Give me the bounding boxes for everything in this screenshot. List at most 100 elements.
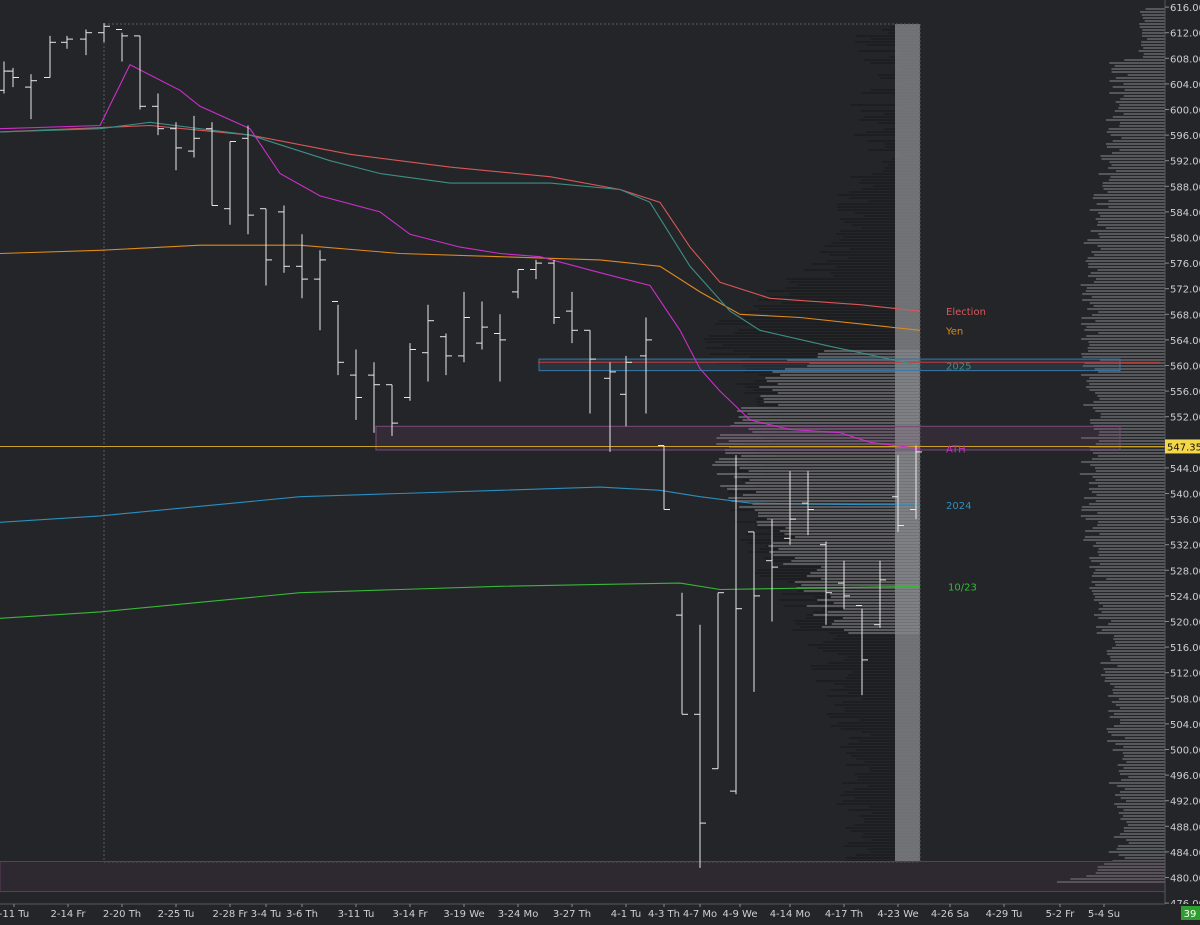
volume-profile-row: [1123, 755, 1165, 757]
volume-profile-row: [1091, 575, 1165, 577]
volume-profile-mid-row: [789, 281, 920, 283]
volume-profile-mid-row: [857, 779, 920, 781]
profile-value-row: [757, 512, 920, 514]
corner-badge[interactable]: [1181, 906, 1200, 920]
price-axis[interactable]: 616.00 612.00 608.00 604.00 600.00 596.00 592.…: [1164, 0, 1200, 920]
volume-profile-mid-row: [817, 647, 920, 649]
volume-profile-row: [1097, 551, 1165, 553]
volume-profile-mid-row: [840, 794, 920, 796]
volume-profile-row: [1083, 242, 1165, 244]
volume-profile-row: [1093, 599, 1165, 601]
ohlc-bar: [748, 531, 760, 692]
volume-profile-row: [1117, 665, 1165, 667]
volume-profile-row: [1101, 629, 1165, 631]
volume-profile-mid-row: [842, 800, 920, 802]
volume-profile-row: [1100, 413, 1165, 415]
volume-profile-mid-row: [753, 305, 920, 307]
profile-value-row: [817, 599, 920, 601]
volume-profile-mid-row: [850, 104, 920, 106]
ohlc-bar: [658, 445, 670, 510]
volume-profile-mid-row: [867, 848, 920, 850]
volume-profile-row: [1109, 62, 1165, 64]
volume-profile-row: [1095, 320, 1165, 322]
volume-profile-row: [1085, 260, 1165, 262]
volume-profile-mid-row: [868, 140, 920, 142]
ohlc-bar: [296, 234, 308, 299]
volume-profile-row: [1119, 104, 1165, 106]
profile-value-row: [734, 422, 920, 424]
profile-value-row: [756, 521, 920, 523]
volume-profile-mid-row: [823, 650, 920, 652]
profile-value-row: [745, 482, 920, 484]
profile-value-row: [796, 587, 920, 589]
volume-profile-mid-row: [847, 656, 920, 658]
price-tick-label: 544.00: [1170, 464, 1200, 475]
volume-profile-mid-row: [797, 284, 920, 286]
volume-profile-row: [1096, 278, 1165, 280]
volume-profile-mid-row: [848, 674, 920, 676]
profile-value-row: [829, 593, 920, 595]
volume-profile-row: [1121, 779, 1165, 781]
time-tick-label: 3-11 Tu: [338, 909, 375, 920]
volume-profile-row: [1101, 674, 1165, 676]
profile-value-row: [748, 428, 920, 430]
volume-profile-row: [1088, 266, 1165, 268]
profile-value-row: [784, 533, 920, 535]
volume-profile-mid-row: [782, 302, 920, 304]
volume-profile-mid-row: [833, 638, 920, 640]
volume-profile-mid-row: [705, 347, 920, 349]
time-axis[interactable]: -11 Tu 2-14 Fr 2-20 Th 2-25 Tu 2-28 Fr 3-4 Tu…: [0, 903, 1200, 920]
volume-profile-row: [1090, 422, 1165, 424]
profile-value-row: [830, 596, 920, 598]
volume-profile-row: [1093, 425, 1165, 427]
volume-profile-row: [1089, 302, 1165, 304]
volume-profile-mid-row: [862, 698, 920, 700]
time-tick-label: 2-14 Fr: [50, 909, 86, 920]
profile-value-row: [833, 620, 920, 622]
ohlc-bar: [260, 208, 272, 286]
volume-profile-row: [1081, 317, 1165, 319]
volume-profile-row: [1139, 23, 1165, 25]
ohlc-bar: [766, 519, 778, 622]
volume-profile-row: [1093, 593, 1165, 595]
volume-profile-row: [1096, 203, 1165, 205]
price-tick-label: 516.00: [1170, 643, 1200, 654]
profile-value-row: [741, 407, 920, 409]
volume-profile-mid-row: [861, 179, 920, 181]
label-yen: Yen: [945, 326, 963, 337]
volume-profile-row: [1097, 869, 1165, 871]
volume-profile-row: [1100, 359, 1165, 361]
ohlc-bar: [820, 541, 832, 625]
volume-profile-mid-row: [734, 332, 920, 334]
volume-profile-mid-row: [847, 809, 920, 811]
profile-value-row: [842, 617, 920, 619]
profile-value-row: [728, 497, 920, 499]
price-zones: [0, 358, 1166, 893]
volume-profile-row: [1085, 290, 1165, 292]
volume-profile-row: [1101, 611, 1165, 613]
ohlc-bar: [116, 29, 128, 62]
volume-profile-row: [1123, 113, 1165, 115]
profile-value-row: [716, 473, 920, 475]
volume-profile-row: [1089, 383, 1165, 385]
volume-profile-row: [1105, 671, 1165, 673]
profile-value-row: [755, 491, 920, 493]
volume-profile-row: [1122, 815, 1165, 817]
volume-profile-row: [1088, 263, 1165, 265]
volume-profile-row: [1123, 83, 1165, 85]
volume-profile-row: [1092, 476, 1165, 478]
volume-profile-row: [1141, 14, 1165, 16]
profile-value-row: [748, 470, 920, 472]
profile-value-row: [809, 362, 920, 364]
volume-profile-row: [1097, 524, 1165, 526]
ohlc-bar: [422, 304, 434, 382]
line-labels: Election Yen 2025 ATH 2024 10/23: [945, 307, 986, 593]
volume-profile-mid-row: [844, 221, 920, 223]
volume-profile-mid-row: [722, 344, 920, 346]
ohlc-bar: [874, 560, 886, 628]
volume-profile-row: [1124, 737, 1165, 739]
volume-profile-row: [1086, 380, 1165, 382]
volume-profile-row: [1122, 752, 1165, 754]
